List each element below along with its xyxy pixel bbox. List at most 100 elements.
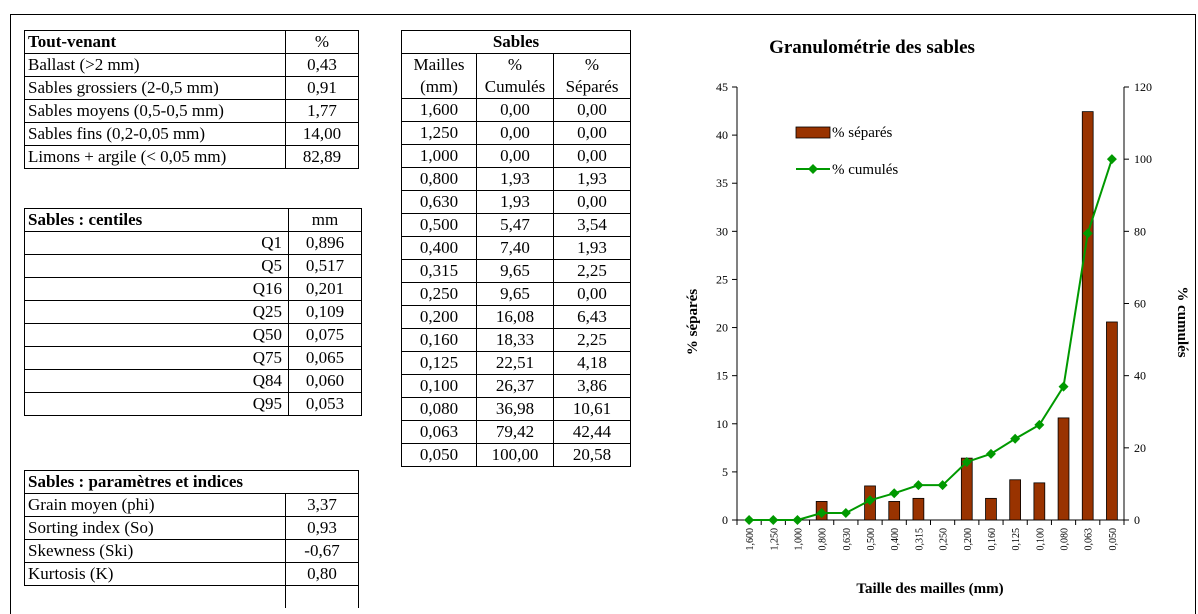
bar <box>1057 417 1070 521</box>
table-cell: 10,61 <box>553 397 631 421</box>
table-cell: 0,800 <box>401 167 477 191</box>
table-cell: 16,08 <box>476 305 554 329</box>
x-tick-label: 0,080 <box>1060 528 1071 551</box>
table-row: 0,315 9,65 2,25 <box>401 259 631 283</box>
y2-tick-label: 80 <box>1134 224 1146 238</box>
table-cell: 1,000 <box>401 144 477 168</box>
table-cell: Q16 <box>24 277 289 301</box>
table-row: 1,250 0,00 0,00 <box>401 121 631 145</box>
legend-bar-swatch <box>795 126 831 139</box>
bar <box>912 497 925 521</box>
chart-axes: 0 5 10 15 20 25 30 35 40 45 0 20 40 60 80 100 120 1,600 1,… <box>716 80 1152 551</box>
y-tick-label: 0 <box>722 513 728 527</box>
table-row: 0,125 22,51 4,18 <box>401 351 631 375</box>
table-header-row: Sables : paramètres et indices <box>24 470 359 494</box>
table-cell: 0,100 <box>401 374 477 398</box>
bar <box>985 497 997 521</box>
x-tick-label: 0,200 <box>963 528 974 551</box>
y2-tick-label: 40 <box>1134 369 1146 383</box>
x-tick-label: 0,500 <box>866 528 877 551</box>
y-axis-label: % séparés <box>685 289 701 355</box>
y-tick-label: 45 <box>716 80 728 94</box>
x-tick-label: 1,600 <box>745 528 756 551</box>
table-row: 0,050 100,00 20,58 <box>401 443 631 467</box>
x-tick-label: 0,315 <box>914 528 925 551</box>
table-cell: Q5 <box>24 254 289 278</box>
table-cell: 0,00 <box>476 98 554 122</box>
table-cell: 20,58 <box>553 443 631 467</box>
table-cell: 18,33 <box>476 328 554 352</box>
table-cell: 0,250 <box>401 282 477 306</box>
table-row: 0,250 9,65 0,00 <box>401 282 631 306</box>
table-cell: Sables fins (0,2-0,05 mm) <box>24 122 286 146</box>
chart-title: Granulométrie des sables <box>769 37 975 58</box>
table-cell: 1,600 <box>401 98 477 122</box>
table-cell: 1,93 <box>476 167 554 191</box>
table-cell: 100,00 <box>476 443 554 467</box>
y-tick-label: 15 <box>716 369 728 383</box>
table-cell: 0,896 <box>288 231 362 255</box>
bar-series <box>815 111 1118 521</box>
y2-tick-label: 100 <box>1134 152 1152 166</box>
table-cell: 7,40 <box>476 236 554 260</box>
y2-tick-label: 120 <box>1134 80 1152 94</box>
table-row: Skewness (Ski) -0,67 <box>24 539 359 563</box>
line-point <box>1082 228 1093 239</box>
bar <box>1009 479 1021 521</box>
table-cell: 0,517 <box>288 254 362 278</box>
tout-venant-title: Tout-venant <box>24 30 286 54</box>
table-cell: 0,160 <box>401 328 477 352</box>
table-cell: 1,93 <box>553 167 631 191</box>
cumules-header-1: % <box>476 53 554 76</box>
x-tick-label: 0,250 <box>939 528 950 551</box>
table-cell: Sorting index (So) <box>24 516 286 540</box>
table-header-row: Sables <box>401 30 631 54</box>
x-tick-label: 0,100 <box>1035 528 1046 551</box>
x-axis-label: Taille des mailles (mm) <box>856 581 1003 597</box>
table-subheader-row: Mailles % % <box>401 53 631 76</box>
line-point <box>816 508 827 519</box>
table-cell: Q1 <box>24 231 289 255</box>
tout-venant-table: Tout-venant % Ballast (>2 mm) 0,43 Sables … <box>24 30 359 169</box>
table-cell: Ballast (>2 mm) <box>24 53 286 77</box>
table-row: Sables grossiers (2-0,5 mm) 0,91 <box>24 76 359 100</box>
table-cell: 42,44 <box>553 420 631 444</box>
table-cell: 0,00 <box>476 144 554 168</box>
table-cell: 26,37 <box>476 374 554 398</box>
table-cell: 36,98 <box>476 397 554 421</box>
table-cell: 0,00 <box>553 121 631 145</box>
x-tick-label: 0,125 <box>1011 528 1022 551</box>
table-cell: 5,47 <box>476 213 554 237</box>
table-cell: 2,25 <box>553 259 631 283</box>
chart-legend: % séparés % cumulés <box>795 125 898 178</box>
x-tick-label: 0,050 <box>1108 528 1119 551</box>
table-cell: 0,201 <box>288 277 362 301</box>
parametres-table: Sables : paramètres et indices Grain moy… <box>24 470 359 608</box>
table-row: Sables fins (0,2-0,05 mm) 14,00 <box>24 122 359 146</box>
table-cell: 0,063 <box>401 420 477 444</box>
table-row: Limons + argile (< 0,05 mm) 82,89 <box>24 145 359 169</box>
bar <box>888 501 901 521</box>
x-tick-label: 0,160 <box>987 528 998 551</box>
table-cell: 3,54 <box>553 213 631 237</box>
centiles-table: Sables : centiles mm Q1 0,896 Q5 0,517 Q16 0,… <box>24 208 362 416</box>
sables-title: Sables <box>401 30 631 54</box>
mailles-header: Mailles <box>401 53 477 76</box>
table-cell: Q25 <box>24 300 289 324</box>
x-tick-label: 0,400 <box>890 528 901 551</box>
cumules-header-2: Cumulés <box>476 76 554 99</box>
table-row: Q75 0,065 <box>24 346 362 370</box>
line-point <box>744 515 755 525</box>
table-cell: 0,053 <box>288 392 362 416</box>
table-row: 0,160 18,33 2,25 <box>401 328 631 352</box>
table-cell: Kurtosis (K) <box>24 562 286 586</box>
table-cell: 0,00 <box>476 121 554 145</box>
x-tick-label: 1,000 <box>793 528 804 551</box>
line-point <box>865 495 876 506</box>
table-row: Grain moyen (phi) 3,37 <box>24 493 359 517</box>
table-row: Q50 0,075 <box>24 323 362 347</box>
table-cell: Grain moyen (phi) <box>24 493 286 517</box>
line-point <box>768 515 779 525</box>
table-row: 0,400 7,40 1,93 <box>401 236 631 260</box>
table-cell: 79,42 <box>476 420 554 444</box>
